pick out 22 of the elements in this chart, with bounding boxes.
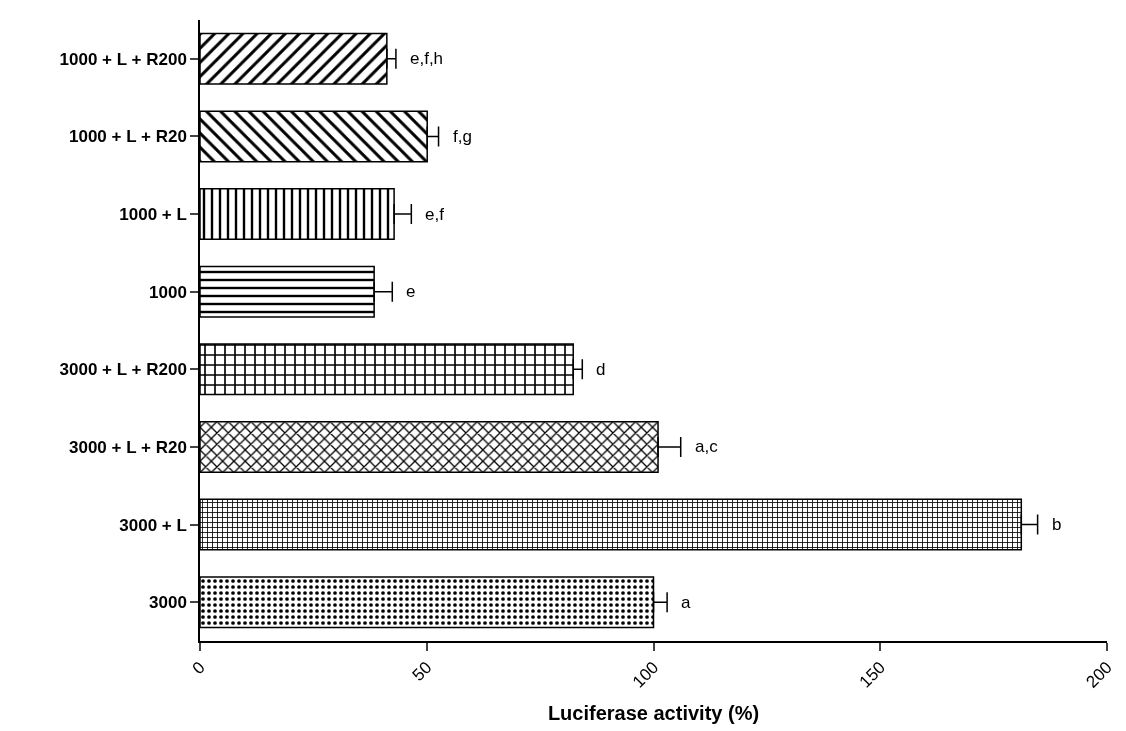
y-tick-label: 3000 + L	[119, 515, 187, 535]
annotation: f,g	[453, 127, 472, 146]
x-tick-label: 50	[408, 658, 436, 685]
annotation: e,f	[425, 205, 445, 224]
annotation: e,f,h	[410, 49, 444, 68]
annotation: a	[681, 593, 691, 612]
x-axis-title: Luciferase activity (%)	[547, 701, 760, 724]
y-tick-label: 3000 + L + R200	[59, 360, 187, 380]
x-tick-label: 200	[1082, 658, 1116, 692]
x-tick-label: 150	[855, 658, 890, 692]
y-tick-label: 1000 + L + R200	[59, 49, 187, 69]
annotation: e	[406, 282, 416, 301]
y-tick-label: 3000	[149, 593, 187, 613]
annotation: a,c	[695, 437, 719, 456]
x-tick-label: 0	[188, 658, 209, 679]
y-tick-label: 3000 + L + R20	[69, 437, 187, 457]
y-tick-label: 1000	[149, 282, 187, 302]
y-tick-label: 1000 + L	[119, 205, 187, 225]
x-tick-label: 100	[628, 658, 663, 692]
annotation: b	[1052, 515, 1062, 534]
y-tick-label: 1000 + L + R20	[69, 127, 187, 147]
annotation: d	[596, 360, 606, 379]
